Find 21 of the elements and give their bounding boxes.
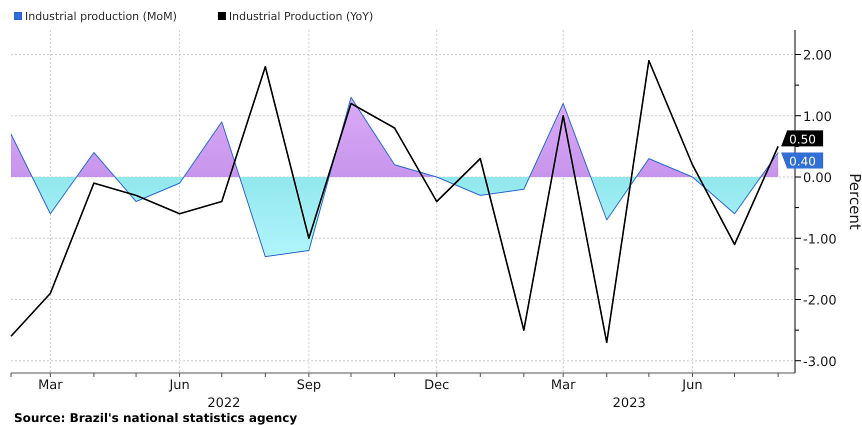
y-tick-label: -1.00	[803, 232, 837, 248]
data-label: 0.40	[789, 154, 816, 168]
y-tick-label: 0.00	[803, 171, 832, 186]
x-tick-label: Sep	[296, 378, 322, 393]
source-note: Source: Brazil's national statistics agency	[14, 411, 298, 425]
y-tick-label: 2.00	[803, 48, 832, 64]
x-tick-label: Jun	[681, 378, 703, 393]
line-series	[10, 60, 779, 344]
x-tick-label: Mar	[550, 378, 576, 393]
y-tick-label: 1.00	[803, 110, 832, 125]
text: 2023	[612, 396, 646, 411]
x-tick-label: Jun	[168, 378, 190, 393]
y-tick-label: -3.00	[803, 354, 837, 370]
data-label: 0.50	[789, 132, 816, 146]
text: 2022	[207, 396, 240, 411]
legend-label: Industrial production (MoM)	[25, 10, 177, 23]
legend-label: Industrial Production (YoY)	[228, 10, 374, 23]
y-axis-title: Percent	[846, 173, 862, 230]
y-tick-label: -2.00	[803, 294, 837, 308]
x-tick-label: Dec	[424, 378, 450, 393]
x-tick-label: Mar	[38, 378, 64, 393]
